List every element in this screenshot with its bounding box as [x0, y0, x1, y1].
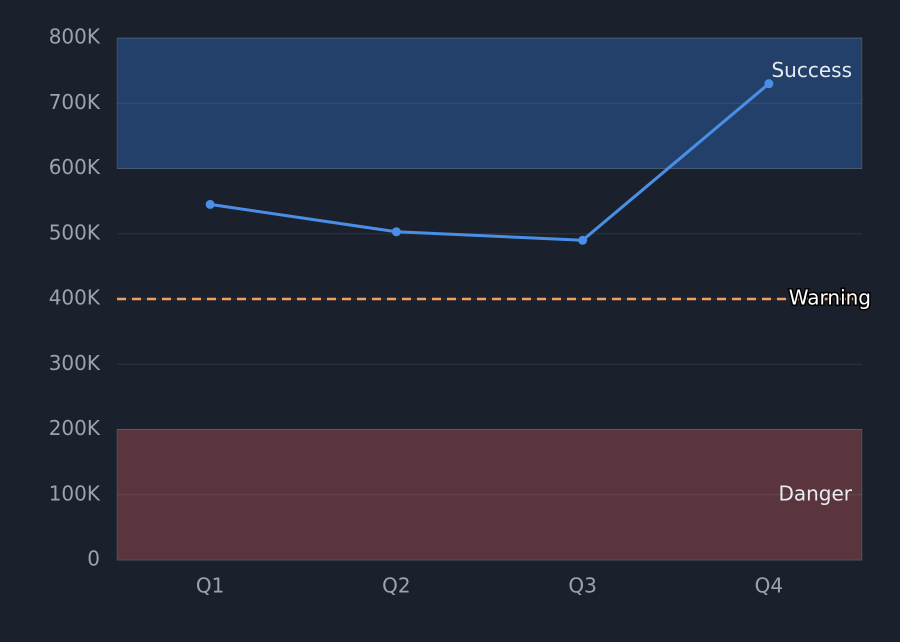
threshold-band: [116, 37, 863, 169]
x-tick-label: Q1: [196, 574, 224, 598]
y-tick-label: 800K: [49, 25, 101, 49]
y-tick-label: 400K: [49, 286, 101, 310]
x-tick-label: Q4: [755, 574, 783, 598]
data-point: [578, 235, 588, 245]
y-tick-label: 100K: [49, 481, 101, 505]
y-tick-label: 200K: [49, 416, 101, 440]
y-tick-label: 600K: [49, 155, 101, 179]
x-tick-label: Q2: [382, 574, 410, 598]
data-point: [391, 227, 401, 237]
band-label: Success: [771, 58, 852, 82]
threshold-band: [116, 429, 863, 561]
reference-label: Warning: [789, 286, 871, 310]
x-tick-label: Q3: [568, 574, 596, 598]
band-label: Danger: [778, 481, 852, 505]
series-line: [209, 82, 770, 242]
y-tick-label: 300K: [49, 351, 101, 375]
y-tick-label: 0: [87, 547, 100, 571]
data-point: [205, 199, 215, 209]
y-tick-label: 500K: [49, 220, 101, 244]
y-tick-label: 700K: [49, 90, 101, 114]
data-point: [764, 79, 774, 89]
